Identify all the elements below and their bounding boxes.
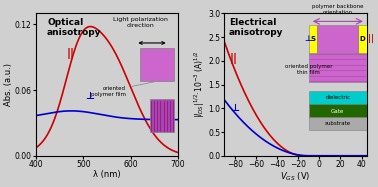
Text: ||: ||	[368, 34, 374, 43]
Bar	[309, 53, 367, 82]
X-axis label: λ (nm): λ (nm)	[93, 170, 121, 179]
Text: oriented polymer
thin film: oriented polymer thin film	[285, 64, 333, 75]
Text: ⊥: ⊥	[85, 91, 94, 101]
Bar	[317, 24, 358, 53]
Text: ⊥: ⊥	[305, 34, 312, 43]
Text: ⊥: ⊥	[230, 103, 239, 113]
Text: ||: ||	[230, 53, 238, 64]
Text: dielectric: dielectric	[325, 95, 350, 100]
Y-axis label: Abs. (a.u.): Abs. (a.u.)	[4, 63, 13, 106]
Bar	[309, 104, 367, 118]
X-axis label: $V_{GS}$ (V): $V_{GS}$ (V)	[280, 170, 311, 183]
Text: ||: ||	[67, 48, 75, 59]
Bar	[309, 91, 367, 105]
Bar	[358, 24, 367, 53]
Bar	[150, 99, 174, 132]
Bar	[309, 117, 367, 130]
Text: Optical
anisotropy: Optical anisotropy	[47, 18, 102, 37]
Text: Gate: Gate	[331, 108, 344, 114]
Text: Light polarization
direction: Light polarization direction	[113, 17, 167, 28]
Text: substrate: substrate	[325, 121, 351, 126]
Text: Electrical
anisotropy: Electrical anisotropy	[229, 18, 283, 37]
Text: oriented
polymer film: oriented polymer film	[91, 82, 154, 96]
Text: D: D	[360, 36, 366, 42]
Text: polymer backbone
orientation: polymer backbone orientation	[312, 4, 364, 15]
Bar	[140, 48, 174, 81]
Text: S: S	[311, 36, 316, 42]
Y-axis label: $|I_{DS}|^{1/2}$·$10^{-3}$ (A)$^{1/2}$: $|I_{DS}|^{1/2}$·$10^{-3}$ (A)$^{1/2}$	[192, 51, 207, 119]
Bar	[309, 24, 317, 53]
